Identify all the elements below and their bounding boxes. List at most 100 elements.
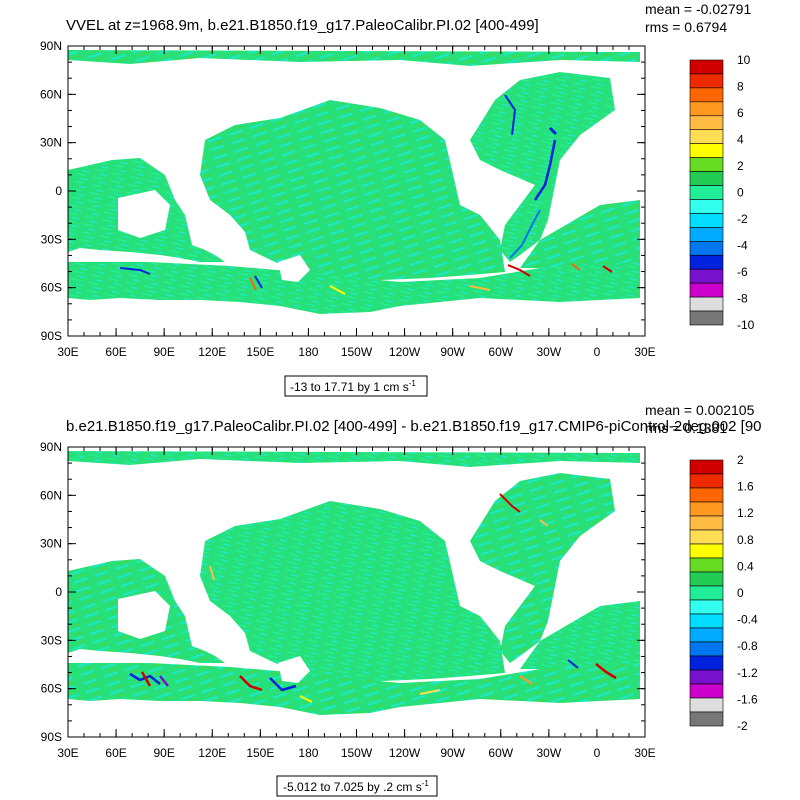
panel-2-lat-labels: 90N 60N 30N 0 30S 60S 90S — [40, 440, 62, 744]
lon-label: 180 — [298, 345, 318, 359]
lon-label: 60W — [488, 746, 513, 760]
colorbar-swatch — [689, 557, 724, 573]
panel-1-map — [68, 46, 645, 336]
panel-2-ticks — [67, 446, 646, 738]
colorbar-label: 0 — [737, 186, 744, 200]
colorbar-swatch — [689, 501, 724, 517]
lat-label: 30S — [41, 232, 62, 246]
colorbar-label: 10 — [737, 53, 751, 67]
lat-label: 60S — [41, 281, 62, 295]
colorbar-label: -2 — [737, 212, 748, 226]
lon-label: 150E — [246, 746, 274, 760]
panel-2-colorbar — [689, 459, 724, 727]
lat-label: 90N — [40, 39, 62, 53]
colorbar-swatch — [689, 599, 724, 615]
colorbar-swatch — [689, 459, 724, 475]
colorbar-label: 1.6 — [737, 480, 754, 494]
panel-2-range-label: -5.012 to 7.025 by .2 cm s-1 — [283, 779, 429, 794]
colorbar-swatch — [689, 627, 724, 643]
lon-label: 60E — [105, 746, 126, 760]
colorbar-swatch — [689, 199, 724, 214]
lon-label: 30W — [536, 345, 561, 359]
colorbar-label: -6 — [737, 265, 748, 279]
panel-1-ticks — [67, 45, 646, 337]
colorbar-swatch — [689, 529, 724, 545]
colorbar-swatch — [689, 282, 724, 298]
colorbar-swatch — [689, 655, 724, 671]
colorbar-swatch — [689, 473, 724, 489]
lat-label: 30N — [40, 136, 62, 150]
panel-2-lon-labels: 30E 60E 90E 120E 150E 180 150W 120W 90W 60W 30W 0 30… — [57, 746, 655, 760]
colorbar-label: 0.8 — [737, 533, 754, 547]
panel-2-range-box — [276, 775, 438, 797]
lat-label: 90S — [41, 730, 62, 744]
colorbar-swatch — [689, 268, 724, 284]
colorbar-swatch — [689, 296, 724, 312]
lon-label: 90E — [153, 345, 174, 359]
colorbar-label: -0.4 — [737, 613, 758, 627]
panel-2-colorbar-labels: 2 1.6 1.2 0.8 0.4 0 -0.4 -0.8 -1.2 -1.6 -2 — [737, 453, 758, 733]
lon-label: 30E — [634, 345, 655, 359]
colorbar-swatch — [689, 683, 724, 699]
panel-1-mean-label: mean = -0.02791 — [645, 1, 751, 17]
lon-label: 90W — [440, 345, 465, 359]
colorbar-swatch — [689, 73, 724, 89]
colorbar-swatch — [689, 101, 724, 117]
colorbar-label: -1.2 — [737, 666, 758, 680]
colorbar-swatch — [689, 227, 724, 242]
lon-label: 180 — [298, 746, 318, 760]
panel-1-lat-labels: 90N 60N 30N 0 30S 60S 90S — [40, 39, 62, 343]
lon-label: 150E — [246, 345, 274, 359]
colorbar-swatch — [689, 115, 724, 131]
lon-label: 0 — [594, 345, 601, 359]
lon-label: 60E — [105, 345, 126, 359]
colorbar-swatch — [689, 143, 724, 158]
colorbar-label: 0 — [737, 586, 744, 600]
lat-label: 60N — [40, 488, 62, 502]
panel-1-rms-label: rms = 0.6794 — [645, 19, 727, 35]
lon-label: 60W — [488, 345, 513, 359]
colorbar-label: 2 — [737, 159, 744, 173]
colorbar-swatch — [689, 515, 724, 531]
colorbar-swatch — [689, 171, 724, 186]
lon-label: 150W — [341, 345, 373, 359]
colorbar-label: 8 — [737, 80, 744, 94]
panel-2: b.e21.B1850.f19_g17.PaleoCalibr.PI.02 [4… — [40, 402, 762, 797]
colorbar-swatch — [689, 310, 724, 326]
colorbar-swatch — [689, 585, 724, 601]
lat-label: 30S — [41, 633, 62, 647]
lat-label: 60S — [41, 682, 62, 696]
colorbar-swatch — [689, 697, 724, 713]
lat-label: 0 — [55, 585, 62, 599]
panel-1-colorbar — [689, 59, 724, 326]
lon-label: 120W — [389, 746, 421, 760]
colorbar-swatch — [689, 241, 724, 256]
lat-label: 30N — [40, 537, 62, 551]
panel-1-colorbar-labels: 10 8 6 4 2 0 -2 -4 -6 -8 -10 — [737, 53, 755, 332]
colorbar-label: 0.4 — [737, 559, 754, 573]
lat-label: 60N — [40, 87, 62, 101]
panel-1-title: VVEL at z=1968.9m, b.e21.B1850.f19_g17.P… — [66, 17, 539, 34]
lon-label: 90W — [440, 746, 465, 760]
colorbar-swatch — [689, 571, 724, 587]
lon-label: 30W — [536, 746, 561, 760]
colorbar-label: -8 — [737, 292, 748, 306]
lon-label: 150W — [341, 746, 373, 760]
lon-label: 0 — [594, 746, 601, 760]
colorbar-label: 4 — [737, 133, 744, 147]
lat-label: 0 — [55, 184, 62, 198]
colorbar-swatch — [689, 669, 724, 685]
colorbar-label: -10 — [737, 318, 755, 332]
colorbar-swatch — [689, 254, 724, 270]
panel-2-rms-label: rms = 0.1381 — [645, 420, 727, 436]
colorbar-swatch — [689, 185, 724, 200]
colorbar-swatch — [689, 157, 724, 172]
lon-label: 30E — [57, 345, 78, 359]
lon-label: 120W — [389, 345, 421, 359]
colorbar-swatch — [689, 487, 724, 503]
lon-label: 30E — [634, 746, 655, 760]
colorbar-label: 1.2 — [737, 506, 754, 520]
colorbar-label: -0.8 — [737, 639, 758, 653]
lon-label: 120E — [198, 345, 226, 359]
colorbar-swatch — [689, 543, 724, 559]
